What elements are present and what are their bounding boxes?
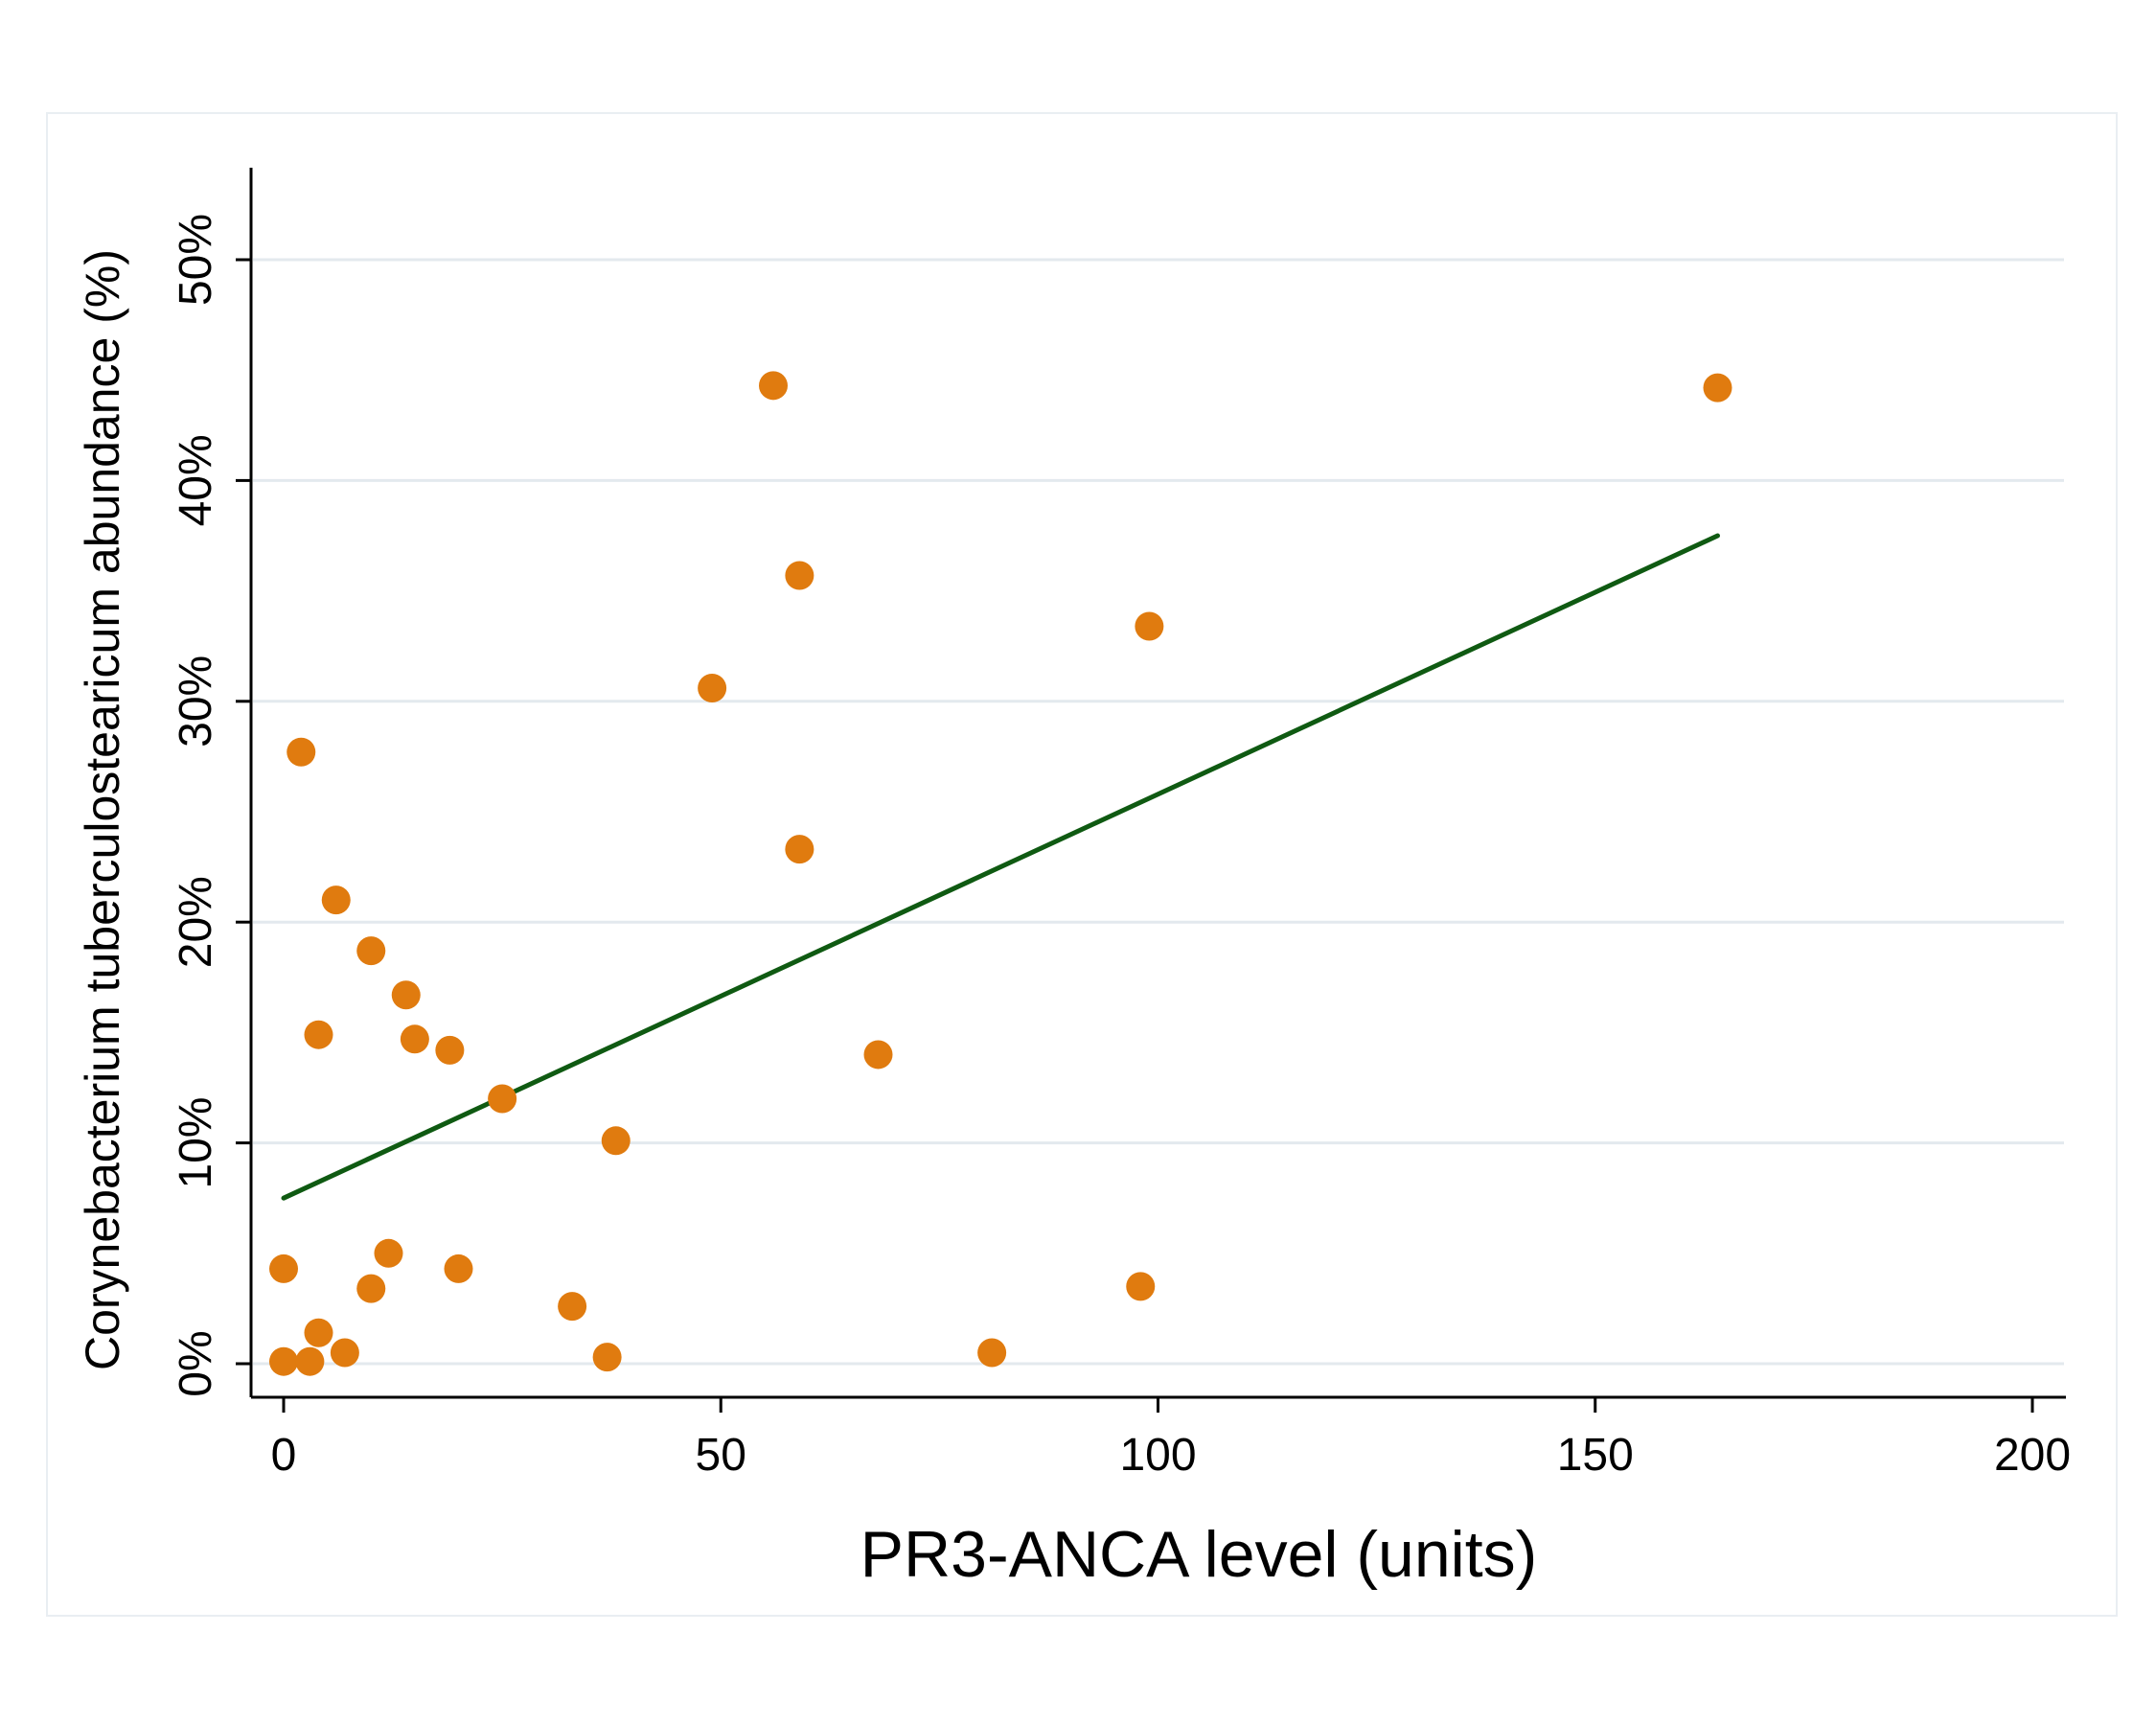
x-tick-label: 50 — [696, 1430, 746, 1481]
data-points — [269, 371, 1732, 1376]
data-point — [374, 1238, 403, 1268]
data-point — [863, 1040, 893, 1070]
data-point — [1135, 611, 1164, 641]
data-point — [435, 1035, 465, 1065]
y-tick-label: 40% — [171, 434, 221, 526]
chart-frame — [46, 112, 2118, 1617]
data-point — [601, 1126, 631, 1156]
grid-lines — [253, 258, 2064, 1366]
y-tick-label: 30% — [171, 656, 221, 748]
data-point — [592, 1343, 622, 1372]
y-tick-label: 0% — [171, 1330, 221, 1396]
x-tick-label: 150 — [1557, 1430, 1634, 1481]
data-point — [304, 1318, 333, 1347]
data-point — [1126, 1272, 1156, 1301]
data-point — [330, 1338, 359, 1368]
data-point — [356, 1274, 386, 1303]
data-point — [400, 1024, 429, 1054]
data-point — [391, 980, 421, 1010]
data-point — [785, 835, 814, 864]
data-point — [558, 1292, 587, 1322]
fit-line — [281, 533, 1720, 1201]
axes — [249, 168, 2066, 1399]
data-point — [977, 1338, 1007, 1368]
y-tick-label: 10% — [171, 1097, 221, 1189]
x-tick-label: 0 — [271, 1430, 297, 1481]
data-point — [269, 1346, 298, 1376]
y-axis-title: Corynebacterium tuberculostearicum abund… — [76, 249, 129, 1370]
data-point — [321, 886, 351, 915]
y-tick-label: 50% — [171, 214, 221, 306]
data-point — [356, 936, 386, 966]
data-point — [759, 371, 788, 401]
data-point — [287, 737, 316, 767]
data-point — [295, 1346, 325, 1376]
data-point — [488, 1084, 517, 1114]
x-tick-label: 100 — [1119, 1430, 1196, 1481]
axis-ticks: 0% 10% 20% 30% 40% 50% 0 50 100 150 200 — [171, 214, 2071, 1481]
fit-line-layer — [281, 533, 1720, 1201]
x-axis-title: PR3-ANCA level (units) — [860, 1518, 1538, 1591]
y-tick-label: 20% — [171, 876, 221, 968]
data-point — [698, 673, 727, 702]
data-point — [269, 1254, 298, 1283]
data-point — [785, 561, 814, 590]
x-tick-label: 200 — [1994, 1430, 2071, 1481]
data-point — [1703, 373, 1732, 402]
data-point — [444, 1254, 473, 1283]
data-point — [304, 1020, 333, 1049]
